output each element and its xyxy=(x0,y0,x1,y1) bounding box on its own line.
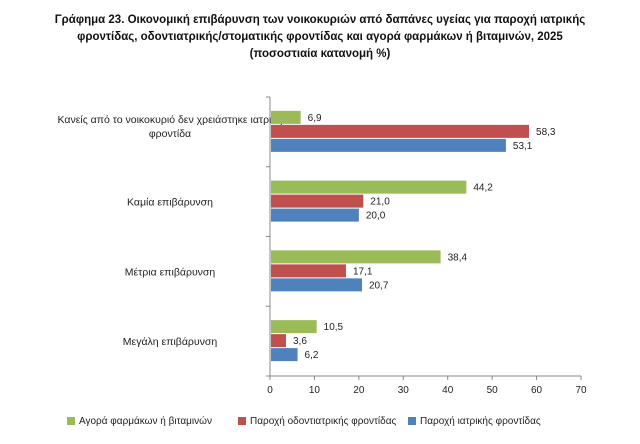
bar xyxy=(271,278,362,292)
category-label: Καμία επιβάρυνση xyxy=(127,197,213,209)
data-label: 20,0 xyxy=(366,211,386,222)
category-label: Κανείς από το νοικοκυριό δεν χρειάστηκε … xyxy=(58,114,283,126)
title-line-2: φροντίδας, οδοντιατρικής/στοματικής φρον… xyxy=(77,31,563,43)
legend-label: Παροχή ιατρικής φροντίδας xyxy=(420,415,541,427)
title-line-3: (ποσοστιαία κατανομή %) xyxy=(249,48,391,60)
legend-swatch xyxy=(408,417,416,425)
x-tick-label: 20 xyxy=(353,385,365,396)
data-label: 58,3 xyxy=(536,127,556,138)
data-label: 10,5 xyxy=(324,322,344,333)
data-label: 6,2 xyxy=(305,350,319,361)
legend-swatch xyxy=(67,417,75,425)
data-label: 6,9 xyxy=(308,113,322,124)
bar xyxy=(271,264,346,278)
data-label: 53,1 xyxy=(513,141,533,152)
data-label: 21,0 xyxy=(370,197,390,208)
legend-label: Αγορά φαρμάκων ή βιταμινών xyxy=(79,415,212,427)
bar xyxy=(271,138,506,152)
category-label: Μέτρια επιβάρυνση xyxy=(125,266,216,278)
bar xyxy=(271,250,441,264)
data-label: 38,4 xyxy=(448,252,468,263)
category-label: Μεγάλη επιβάρυνση xyxy=(123,336,218,348)
x-tick-label: 30 xyxy=(398,385,410,396)
data-label: 20,7 xyxy=(369,280,389,291)
legend-label: Παροχή οδοντιατρικής φροντίδας xyxy=(250,415,396,427)
bar xyxy=(271,110,301,124)
x-tick-label: 60 xyxy=(531,385,543,396)
x-tick-label: 40 xyxy=(442,385,454,396)
chart-title: Γράφημα 23. Οικονομική επιβάρυνση των νο… xyxy=(20,12,620,63)
legend-swatch xyxy=(238,417,246,425)
bar xyxy=(271,208,359,222)
x-tick-label: 50 xyxy=(487,385,499,396)
x-tick-label: 10 xyxy=(309,385,321,396)
title-line-1: Γράφημα 23. Οικονομική επιβάρυνση των νο… xyxy=(54,14,586,26)
bar xyxy=(271,320,317,334)
bar xyxy=(271,124,530,138)
bar xyxy=(271,194,364,208)
data-label: 3,6 xyxy=(293,336,307,347)
bar xyxy=(271,348,298,362)
x-tick-label: 70 xyxy=(575,385,587,396)
bar xyxy=(271,180,467,194)
data-label: 17,1 xyxy=(353,266,373,277)
data-label: 44,2 xyxy=(473,183,493,194)
x-tick-label: 0 xyxy=(267,385,273,396)
category-label: φροντίδα xyxy=(149,128,191,140)
bar xyxy=(271,334,286,348)
